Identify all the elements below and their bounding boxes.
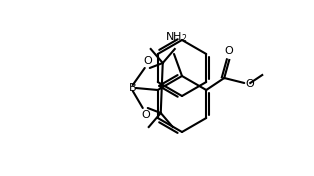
Text: O: O: [143, 56, 152, 66]
Text: O: O: [225, 46, 234, 56]
Text: O: O: [141, 110, 150, 120]
Text: B: B: [129, 83, 137, 93]
Text: O: O: [245, 79, 254, 89]
Text: NH$_2$: NH$_2$: [165, 30, 187, 44]
